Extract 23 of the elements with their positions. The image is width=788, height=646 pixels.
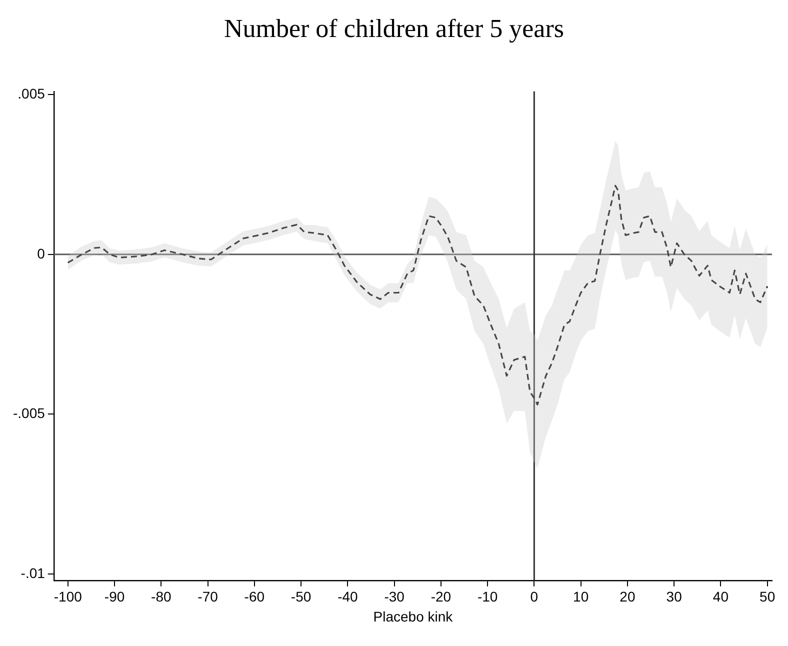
y-tick-label: .005 (18, 85, 46, 102)
x-tick-label: 30 (666, 588, 682, 605)
x-tick-label: -40 (338, 588, 358, 605)
x-tick-label: -50 (290, 588, 312, 605)
x-tick-label: 10 (573, 588, 589, 605)
x-tick-label: -20 (430, 588, 452, 605)
y-tick-label: -.01 (20, 564, 46, 581)
x-axis-title: Placebo kink (373, 608, 454, 624)
y-tick-label: 0 (37, 245, 46, 262)
x-tick-label: -100 (54, 588, 82, 605)
line-series (67, 184, 768, 406)
x-tick-label: -70 (198, 588, 218, 605)
y-tick-label: -.005 (12, 405, 46, 422)
x-tick-label: -90 (104, 588, 125, 605)
x-tick-label: 0 (530, 588, 538, 605)
x-tick-label: -80 (151, 588, 172, 605)
chart-title: Number of children after 5 years (222, 14, 566, 44)
x-tick-label: -10 (477, 588, 498, 605)
x-tick-label: 20 (620, 588, 636, 605)
x-tick-label: 40 (712, 588, 729, 605)
x-tick-label: -30 (384, 588, 405, 605)
x-tick-label: -60 (244, 588, 265, 605)
x-tick-label: 50 (760, 588, 776, 605)
